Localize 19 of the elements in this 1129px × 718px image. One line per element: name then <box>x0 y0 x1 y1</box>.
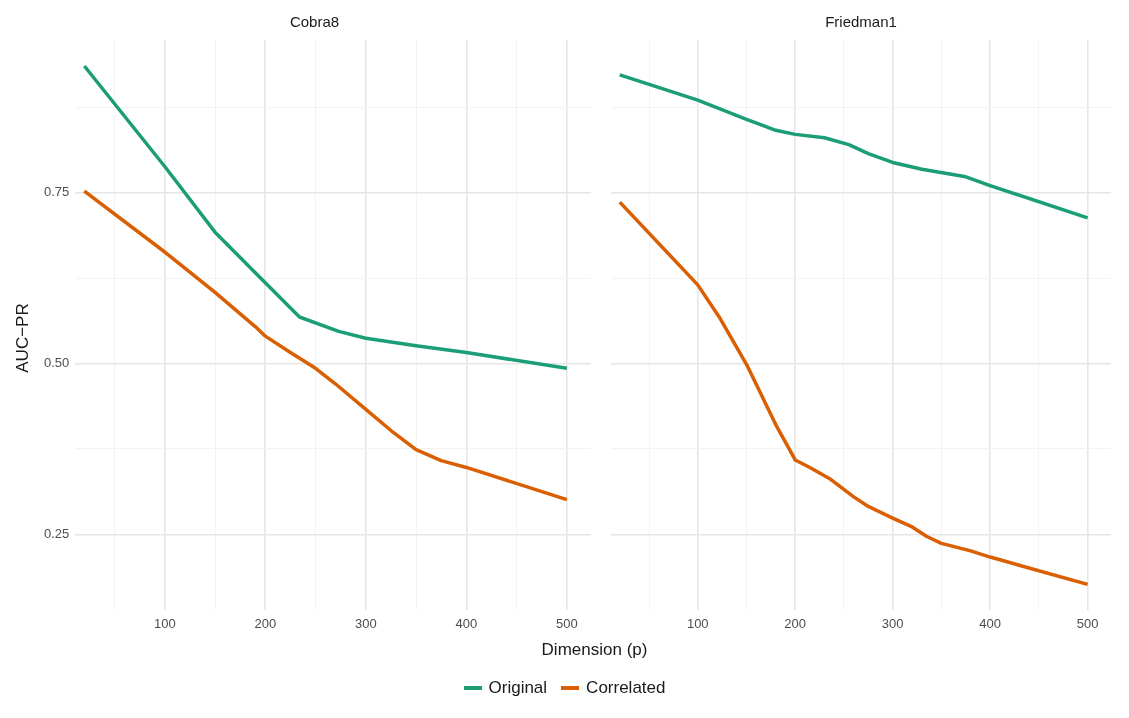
legend-label: Original <box>488 678 548 698</box>
x-tick-label: 500 <box>1076 615 1099 631</box>
y-tick-label: 0.50 <box>43 355 70 371</box>
x-tick-label: 400 <box>455 615 478 631</box>
y-tick-label: 0.25 <box>43 526 70 542</box>
x-tick-label: 100 <box>686 615 709 631</box>
x-tick-label: 500 <box>556 615 578 631</box>
chart-title: Cobra8 <box>289 13 340 31</box>
x-axis-title: Dimension (p) <box>540 640 649 660</box>
x-tick-label: 100 <box>153 615 176 631</box>
y-axis-title: AUC−PR <box>13 303 33 373</box>
x-tick-label: 200 <box>254 615 277 631</box>
legend-label: Correlated <box>586 678 666 698</box>
x-tick-label: 300 <box>881 615 904 631</box>
x-tick-label: 200 <box>784 615 807 631</box>
x-tick-label: 400 <box>979 615 1001 631</box>
y-tick-label: 0.75 <box>43 184 70 200</box>
x-tick-label: 300 <box>354 615 377 631</box>
chart-title: Friedman1 <box>825 13 897 31</box>
